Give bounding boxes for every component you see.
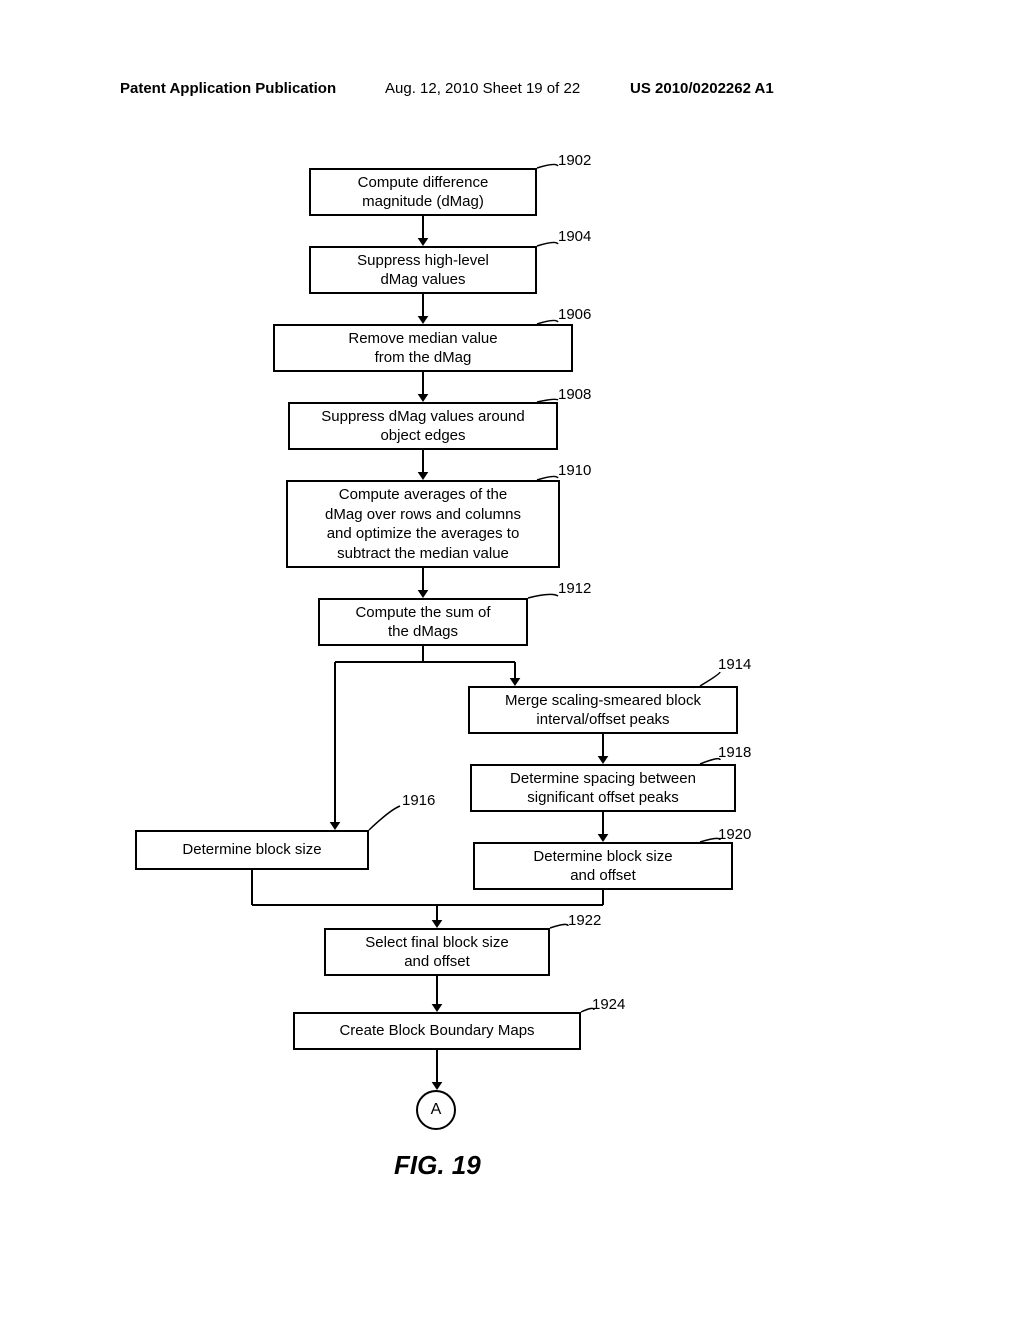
label-l1902: 1902 xyxy=(558,152,591,169)
connector-a: A xyxy=(416,1090,456,1130)
box-b1910: Compute averages of the dMag over rows a… xyxy=(286,480,560,568)
label-l1916: 1916 xyxy=(402,792,435,809)
box-b1904: Suppress high-level dMag values xyxy=(309,246,537,294)
header-left: Patent Application Publication xyxy=(120,80,336,97)
header-mid: Aug. 12, 2010 Sheet 19 of 22 xyxy=(385,80,580,97)
label-l1908: 1908 xyxy=(558,386,591,403)
label-l1912: 1912 xyxy=(558,580,591,597)
box-b1916: Determine block size xyxy=(135,830,369,870)
box-b1922: Select final block size and offset xyxy=(324,928,550,976)
header-right: US 2010/0202262 A1 xyxy=(630,80,774,97)
box-b1914: Merge scaling-smeared block interval/off… xyxy=(468,686,738,734)
box-b1908: Suppress dMag values around object edges xyxy=(288,402,558,450)
label-l1920: 1920 xyxy=(718,826,751,843)
label-l1906: 1906 xyxy=(558,306,591,323)
box-b1902: Compute difference magnitude (dMag) xyxy=(309,168,537,216)
label-l1918: 1918 xyxy=(718,744,751,761)
connector-label: A xyxy=(431,1101,442,1119)
label-l1910: 1910 xyxy=(558,462,591,479)
box-b1918: Determine spacing between significant of… xyxy=(470,764,736,812)
box-b1920: Determine block size and offset xyxy=(473,842,733,890)
box-b1906: Remove median value from the dMag xyxy=(273,324,573,372)
box-b1912: Compute the sum of the dMags xyxy=(318,598,528,646)
label-l1904: 1904 xyxy=(558,228,591,245)
label-l1924: 1924 xyxy=(592,996,625,1013)
box-b1924: Create Block Boundary Maps xyxy=(293,1012,581,1050)
figure-caption: FIG. 19 xyxy=(394,1150,481,1181)
label-l1914: 1914 xyxy=(718,656,751,673)
label-l1922: 1922 xyxy=(568,912,601,929)
